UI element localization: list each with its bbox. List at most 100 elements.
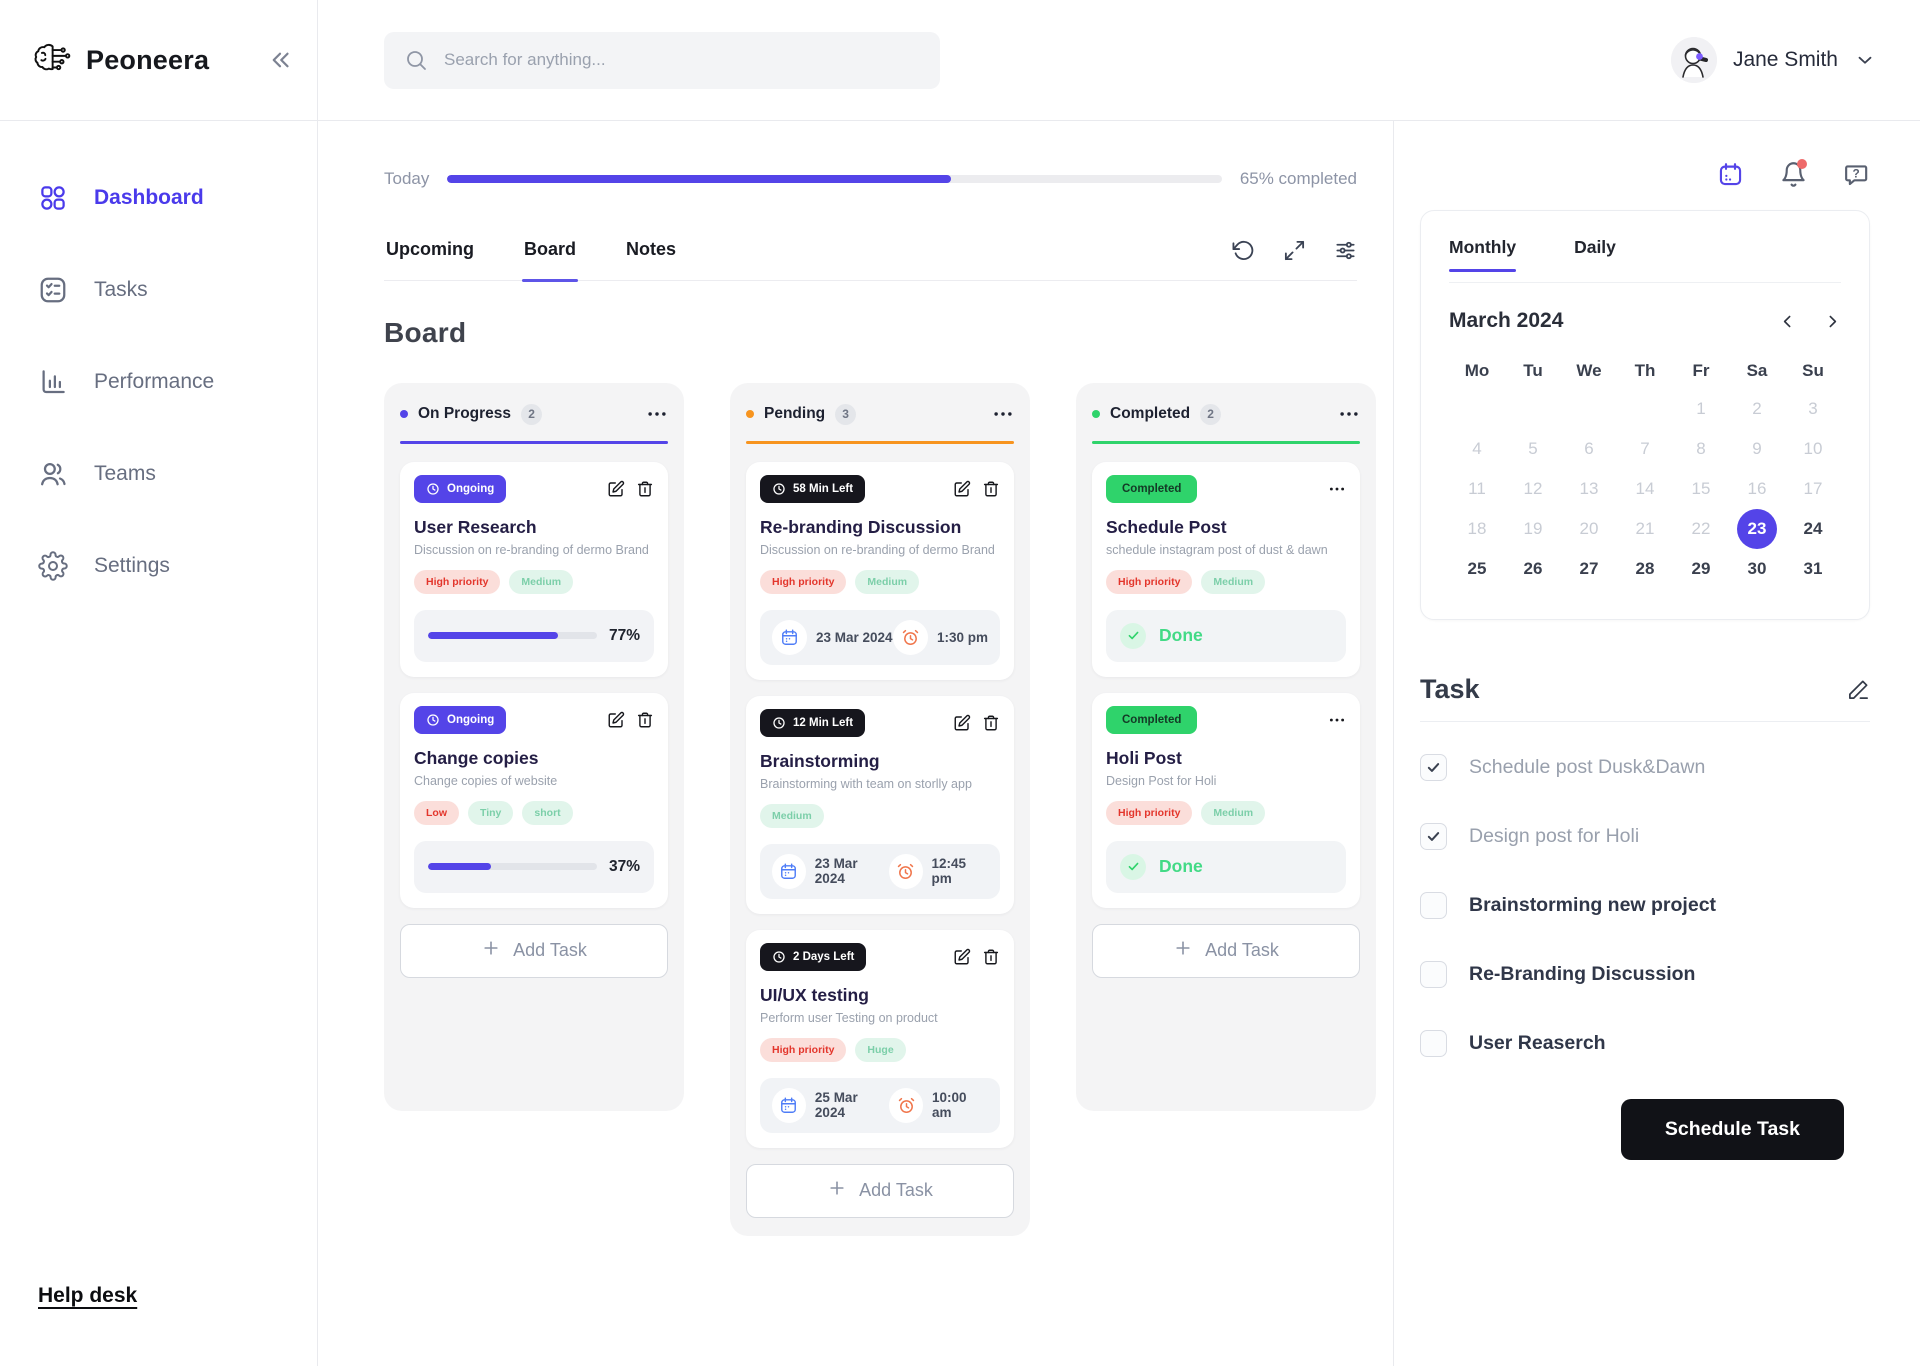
column-menu-icon[interactable] [992,403,1014,425]
card-menu-icon[interactable] [1328,711,1346,729]
edit-icon[interactable] [953,480,971,498]
calendar-day-6[interactable]: 6 [1584,439,1594,458]
performance-icon [38,367,68,397]
column-completed: Completed 2 Completed Schedule Post schedule… [1076,383,1376,1111]
checkbox-checked[interactable] [1420,823,1447,850]
task-card-holi-post[interactable]: Completed Holi Post Design Post for Holi Hi… [1092,692,1360,908]
weekday-label: Tu [1523,361,1543,380]
date-text: 23 Mar 2024 [814,856,858,886]
sidebar-item-settings[interactable]: Settings [38,551,317,581]
trash-icon[interactable] [982,948,1000,966]
calendar-day-30[interactable]: 30 [1747,559,1767,578]
help-desk-link[interactable]: Help desk [38,1284,138,1307]
edit-icon[interactable] [607,711,625,729]
add-task-button[interactable]: Add Task [1092,923,1360,978]
calendar-day-3[interactable]: 3 [1808,399,1818,418]
calendar-day-5[interactable]: 5 [1528,439,1538,458]
calendar-day-28[interactable]: 28 [1635,559,1655,578]
plus-icon [481,938,501,963]
calendar-day-19[interactable]: 19 [1523,519,1543,538]
notifications-bell-icon[interactable] [1780,159,1807,188]
task-item-brainstorming-new-project: Brainstorming new project [1420,892,1870,919]
card-actions [607,711,654,729]
sidebar-item-teams[interactable]: Teams [38,459,317,489]
checkbox-unchecked[interactable] [1420,1030,1447,1057]
add-task-button[interactable]: Add Task [400,923,668,978]
task-card-schedule-post[interactable]: Completed Schedule Post schedule instagram… [1092,461,1360,677]
calendar-day-20[interactable]: 20 [1579,519,1599,538]
calendar-day-10[interactable]: 10 [1803,439,1823,458]
column-name: On Progress [418,405,512,422]
trash-icon[interactable] [636,711,654,729]
calendar-day-4[interactable]: 4 [1472,439,1482,458]
sidebar-item-tasks[interactable]: Tasks [38,275,317,305]
checkbox-checked[interactable] [1420,754,1447,781]
calendar-day-11[interactable]: 11 [1468,479,1486,498]
column-menu-icon[interactable] [1338,403,1360,425]
calendar-day-22[interactable]: 22 [1691,519,1711,538]
user-menu[interactable]: Jane Smith [1670,37,1876,83]
calendar-day-25[interactable]: 25 [1467,559,1487,578]
calendar-day-23[interactable]: 23 [1729,509,1785,549]
checkbox-unchecked[interactable] [1420,961,1447,988]
trash-icon[interactable] [982,480,1000,498]
calendar-day-31[interactable]: 31 [1803,559,1823,578]
trash-icon[interactable] [636,480,654,498]
calendar-day-27[interactable]: 27 [1579,559,1599,578]
checkbox-unchecked[interactable] [1420,892,1447,919]
collapse-sidebar-icon[interactable] [265,45,295,75]
task-card-change-copies[interactable]: Ongoing Change copies Change copies of web… [400,692,668,908]
card-menu-icon[interactable] [1328,480,1346,498]
calendar-day-9[interactable]: 9 [1752,439,1762,458]
calendar-day-29[interactable]: 29 [1691,559,1711,578]
edit-icon[interactable] [953,714,971,732]
card-status-pill: Ongoing [414,705,507,734]
calendar-day-7[interactable]: 7 [1640,439,1650,458]
calendar-day-13[interactable]: 13 [1579,479,1599,498]
calendar-day-12[interactable]: 12 [1523,479,1543,498]
calendar-tab-daily[interactable]: Daily [1574,237,1616,257]
date-text: 23 Mar 2024 [816,629,893,645]
calendar-day-2[interactable]: 2 [1752,399,1762,418]
task-card-brainstorming[interactable]: 12 Min Left Brainstorming Brainstorming wi… [746,695,1014,914]
calendar-day-15[interactable]: 15 [1691,479,1711,498]
edit-tasks-pencil-icon[interactable] [1847,678,1870,701]
calendar-day-14[interactable]: 14 [1635,479,1655,498]
trash-icon[interactable] [982,714,1000,732]
edit-icon[interactable] [953,948,971,966]
sidebar-item-dashboard[interactable]: Dashboard [38,183,317,213]
next-month-icon[interactable] [1824,313,1841,330]
help-icon[interactable]: ? [1843,161,1870,188]
tab-notes[interactable]: Notes [626,239,677,259]
calendar-blank-cell [1561,389,1617,429]
calendar-day-24[interactable]: 24 [1803,519,1823,538]
schedule-task-button[interactable]: Schedule Task [1620,1099,1844,1160]
calendar-day-26[interactable]: 26 [1523,559,1543,578]
tab-board[interactable]: Board [522,239,579,282]
calendar-icon[interactable] [1717,161,1744,188]
calendar-day-21[interactable]: 21 [1635,519,1655,538]
calendar-day-8[interactable]: 8 [1696,439,1706,458]
calendar-tab-monthly[interactable]: Monthly [1449,237,1517,272]
tab-upcoming[interactable]: Upcoming [386,239,474,259]
task-card-re-branding-discussion[interactable]: 58 Min Left Re-branding Discussion Discuss… [746,461,1014,680]
sidebar-item-performance[interactable]: Performance [38,367,317,397]
expand-icon[interactable] [1283,239,1306,262]
task-card-user-research[interactable]: Ongoing User Research Discussion on re-bra… [400,461,668,677]
refresh-icon[interactable] [1232,239,1255,262]
calendar-day-16[interactable]: 16 [1747,479,1767,498]
task-card-ui-ux-testing[interactable]: 2 Days Left UI/UX testing Perform user Tes… [746,929,1014,1148]
calendar-day-18[interactable]: 18 [1467,519,1487,538]
search-bar[interactable] [384,31,940,89]
edit-icon[interactable] [607,480,625,498]
filter-sliders-icon[interactable] [1334,239,1357,262]
card-title: User Research [414,516,537,537]
tag-high-priority: High priority [414,569,501,594]
calendar-day-1[interactable]: 1 [1696,399,1706,418]
add-task-label: Add Task [859,1180,933,1200]
column-menu-icon[interactable] [646,403,668,425]
prev-month-icon[interactable] [1779,313,1796,330]
search-input[interactable] [444,50,920,70]
add-task-button[interactable]: Add Task [746,1163,1014,1218]
calendar-day-17[interactable]: 17 [1803,479,1823,498]
